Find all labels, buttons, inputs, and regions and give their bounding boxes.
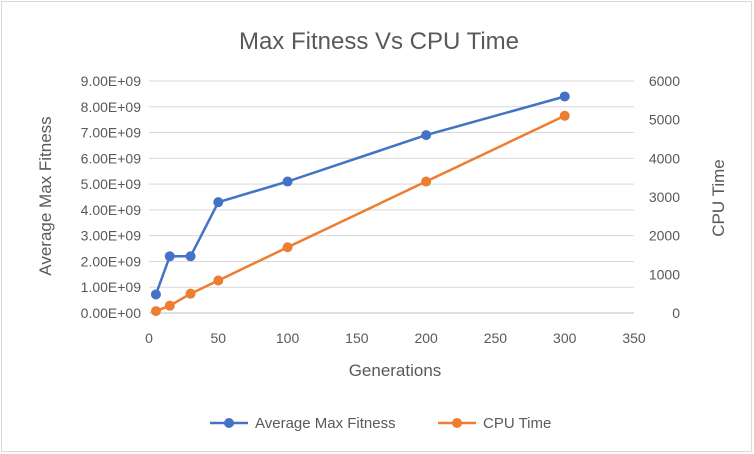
data-point-average-max-fitness <box>421 130 432 141</box>
y2-tick-label: 1000 <box>649 266 680 282</box>
y2-tick-label: 3000 <box>649 189 680 205</box>
chart-title: Max Fitness Vs CPU Time <box>239 28 519 55</box>
x-tick-label: 250 <box>484 330 508 346</box>
data-point-average-max-fitness <box>164 251 175 262</box>
data-point-average-max-fitness <box>282 176 293 187</box>
data-point-average-max-fitness <box>559 91 570 102</box>
x-tick-label: 350 <box>622 330 646 346</box>
y-tick-label: 9.00E+09 <box>81 73 142 89</box>
legend-marker-average-max-fitness <box>224 418 234 428</box>
y-tick-label: 1.00E+09 <box>81 279 142 295</box>
legend-label-average-max-fitness: Average Max Fitness <box>255 415 396 432</box>
y-tick-label: 2.00E+09 <box>81 253 142 269</box>
x-tick-label: 50 <box>210 330 226 346</box>
y2-tick-label: 4000 <box>649 150 680 166</box>
legend: Average Max Fitness CPU Time <box>210 415 551 432</box>
y-axis-title: Average Max Fitness <box>36 116 55 275</box>
x-tick-label: 0 <box>145 330 153 346</box>
y-tick-label: 0.00E+00 <box>81 305 142 321</box>
data-point-cpu-time <box>150 306 161 317</box>
y2-tick-label: 2000 <box>649 228 680 244</box>
data-point-cpu-time <box>559 110 570 121</box>
data-point-average-max-fitness <box>213 197 224 208</box>
y-tick-label: 7.00E+09 <box>81 125 142 141</box>
y2-tick-label: 5000 <box>649 112 680 128</box>
y-tick-label: 8.00E+09 <box>81 99 142 115</box>
legend-label-cpu-time: CPU Time <box>483 415 551 432</box>
data-point-cpu-time <box>185 288 196 299</box>
series-lines <box>150 91 570 317</box>
data-point-cpu-time <box>213 275 224 286</box>
y-tick-label: 5.00E+09 <box>81 176 142 192</box>
y-tick-label: 4.00E+09 <box>81 202 142 218</box>
series-line-average-max-fitness <box>154 95 566 295</box>
y2-tick-label: 6000 <box>649 73 680 89</box>
y2-axis-title: CPU Time <box>709 159 728 236</box>
y-tick-label: 3.00E+09 <box>81 228 142 244</box>
x-tick-label: 300 <box>553 330 577 346</box>
data-point-average-max-fitness <box>185 251 196 262</box>
legend-marker-cpu-time <box>452 418 462 428</box>
data-point-cpu-time <box>164 300 175 311</box>
y2-tick-label: 0 <box>672 305 680 321</box>
gridlines <box>149 80 634 314</box>
x-axis-title: Generations <box>349 361 442 380</box>
data-point-cpu-time <box>421 176 432 187</box>
left-axis-ticks: 0.00E+00 1.00E+09 2.00E+09 3.00E+09 4.00E+09… <box>81 73 142 321</box>
x-tick-label: 150 <box>345 330 369 346</box>
data-point-cpu-time <box>282 242 293 253</box>
x-tick-label: 100 <box>276 330 300 346</box>
data-point-average-max-fitness <box>150 289 161 300</box>
x-tick-label: 200 <box>414 330 438 346</box>
x-axis-ticks: 0 50 100 150 200 250 300 350 <box>145 330 646 346</box>
right-axis-ticks: 0 1000 2000 3000 4000 5000 6000 <box>649 73 680 321</box>
y-tick-label: 6.00E+09 <box>81 150 142 166</box>
